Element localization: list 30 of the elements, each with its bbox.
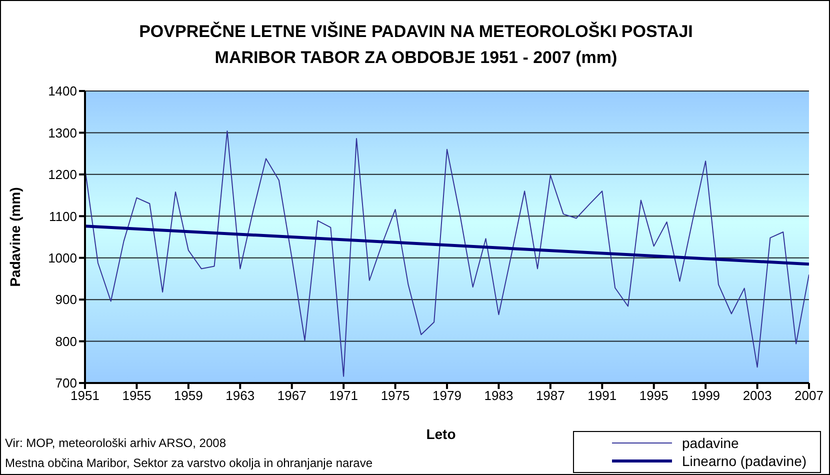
y-axis-title: Padavine (mm): [6, 187, 23, 287]
x-tick-label: 1991: [588, 388, 617, 404]
text: Vir: MOP, meteorološki arhiv ARSO, 2008: [5, 435, 227, 452]
y-tick-label: 900: [55, 292, 77, 308]
x-tick-label: 1983: [484, 388, 514, 404]
x-tick-label: 1987: [536, 388, 565, 404]
chart-title: POVPREČNE LETNE VIŠINE PADAVIN NA METEOROLOŠKI POSTAJI MARIBOR TABOR ZA OBDOBJE 1951 - 2007 (mm): [139, 22, 693, 67]
x-tick-label: 1951: [70, 388, 100, 404]
y-tick-label: 1000: [48, 250, 77, 266]
y-tick-label: 1200: [48, 167, 77, 182]
x-tick-label: 1971: [329, 388, 358, 404]
legend-label: Linearno (padavine): [682, 452, 807, 470]
x-tick-label: 2003: [742, 388, 772, 404]
x-tick-label: 1979: [432, 388, 462, 404]
x-tick-label: 2007: [794, 388, 824, 404]
x-tick-label: 1995: [639, 388, 668, 404]
x-tick-label: 1967: [277, 388, 306, 404]
x-tick-label: 1959: [174, 388, 203, 404]
x-tick-label: 1999: [691, 388, 720, 404]
x-tick-label: 1963: [226, 388, 255, 404]
x-tick-label: 1975: [380, 388, 410, 404]
y-tick-label: 800: [55, 334, 77, 349]
text: Mestna občina Maribor, Sektor za varstvo okolja in ohranjanje narave: [5, 455, 373, 472]
x-axis-title: Leto: [426, 426, 456, 442]
y-tick-label: 700: [55, 376, 77, 391]
y-tick-label: 1400: [48, 84, 77, 99]
y-tick-label: 1300: [48, 125, 77, 140]
y-tick-label: 1100: [49, 208, 77, 224]
legend-label: padavine: [682, 434, 739, 452]
x-tick-label: 1955: [122, 388, 152, 404]
